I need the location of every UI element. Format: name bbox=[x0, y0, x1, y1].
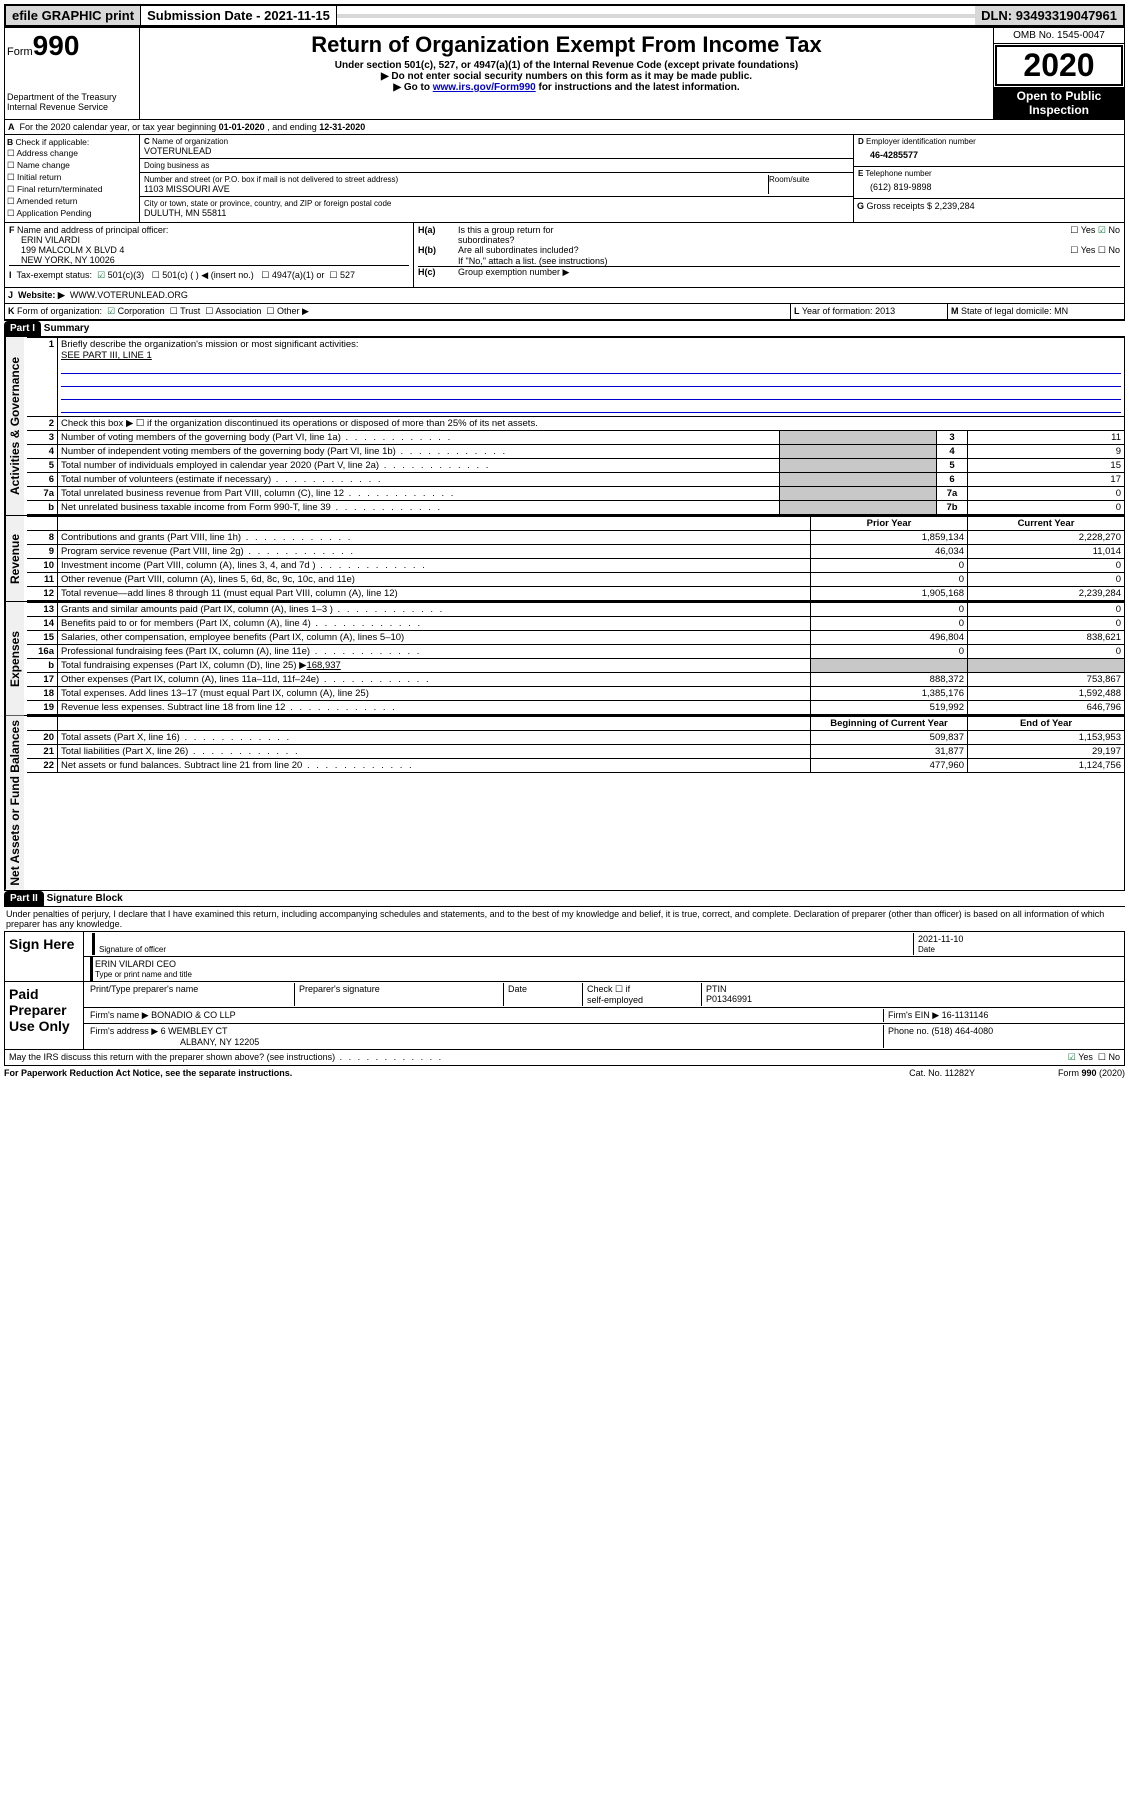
revenue-section: Revenue Prior YearCurrent Year 8Contribu… bbox=[4, 516, 1125, 602]
activities-governance: Activities & Governance 1Briefly describ… bbox=[4, 337, 1125, 516]
line-a: A For the 2020 calendar year, or tax yea… bbox=[4, 120, 1125, 135]
cb-address-change[interactable]: Address change bbox=[7, 148, 137, 159]
expenses-section: Expenses 13Grants and similar amounts pa… bbox=[4, 602, 1125, 716]
open-to-public: Open to PublicInspection bbox=[994, 87, 1124, 119]
omb-number: OMB No. 1545-0047 bbox=[994, 28, 1124, 44]
topbar: efile GRAPHIC print Submission Date - 20… bbox=[4, 4, 1125, 27]
cb-initial-return[interactable]: Initial return bbox=[7, 172, 137, 183]
tax-exempt-row: I Tax-exempt status: 501(c)(3) 501(c) ( … bbox=[9, 266, 409, 285]
efile-label[interactable]: efile GRAPHIC print bbox=[6, 6, 141, 25]
section-f-h: F Name and address of principal officer:… bbox=[4, 223, 1125, 288]
city-cell: City or town, state or province, country… bbox=[140, 197, 853, 220]
cb-name-change[interactable]: Name change bbox=[7, 160, 137, 171]
org-name-cell: C Name of organization VOTERUNLEAD bbox=[140, 135, 853, 159]
gross-receipts: G Gross receipts $ 2,239,284 bbox=[854, 199, 1124, 213]
cb-application-pending[interactable]: Application Pending bbox=[7, 208, 137, 219]
subtitle-3: Go to www.irs.gov/Form990 for instructio… bbox=[142, 82, 991, 93]
irs-link[interactable]: www.irs.gov/Form990 bbox=[433, 82, 536, 93]
checkbox-column-b: B Check if applicable: Address change Na… bbox=[5, 135, 140, 222]
sign-here-block: Sign Here Signature of officer2021-11-10… bbox=[4, 931, 1125, 982]
website-row: J Website: ▶ WWW.VOTERUNLEAD.ORG bbox=[4, 288, 1125, 304]
submission-date: Submission Date - 2021-11-15 bbox=[141, 6, 337, 25]
discuss-row: May the IRS discuss this return with the… bbox=[4, 1050, 1125, 1066]
tax-year: 2020 bbox=[995, 45, 1123, 86]
cb-501c3[interactable] bbox=[97, 270, 108, 280]
form-number: Form990 bbox=[7, 30, 137, 62]
subtitle-2: Do not enter social security numbers on … bbox=[142, 71, 991, 82]
officer-name: ERIN VILARDI bbox=[9, 235, 409, 245]
section-b-to-g: B Check if applicable: Address change Na… bbox=[4, 135, 1125, 223]
paid-preparer-block: Paid Preparer Use Only Print/Type prepar… bbox=[4, 982, 1125, 1050]
ein-cell: D Employer identification number 46-4285… bbox=[854, 135, 1124, 167]
irs-label: Internal Revenue Service bbox=[7, 102, 137, 112]
cb-final-return[interactable]: Final return/terminated bbox=[7, 184, 137, 195]
k-l-m-row: K Form of organization: Corporation Trus… bbox=[4, 304, 1125, 320]
dba-cell: Doing business as bbox=[140, 159, 853, 173]
form-title: Return of Organization Exempt From Incom… bbox=[142, 32, 991, 58]
dln: DLN: 93493319047961 bbox=[975, 6, 1123, 25]
cb-amended[interactable]: Amended return bbox=[7, 196, 137, 207]
street-cell: Number and street (or P.O. box if mail i… bbox=[140, 173, 853, 197]
perjury-declaration: Under penalties of perjury, I declare th… bbox=[4, 907, 1125, 931]
part1-header: Part I Summary bbox=[4, 320, 1125, 337]
org-name: VOTERUNLEAD bbox=[144, 146, 849, 156]
form-header: Form990 Department of the Treasury Inter… bbox=[4, 27, 1125, 120]
phone-cell: E Telephone number (612) 819-9898 bbox=[854, 167, 1124, 199]
footer-row: For Paperwork Reduction Act Notice, see … bbox=[4, 1066, 1125, 1080]
net-assets-section: Net Assets or Fund Balances Beginning of… bbox=[4, 716, 1125, 891]
dept-treasury: Department of the Treasury bbox=[7, 92, 137, 102]
part2-header: Part II Signature Block bbox=[4, 891, 1125, 907]
subtitle-1: Under section 501(c), 527, or 4947(a)(1)… bbox=[142, 60, 991, 71]
